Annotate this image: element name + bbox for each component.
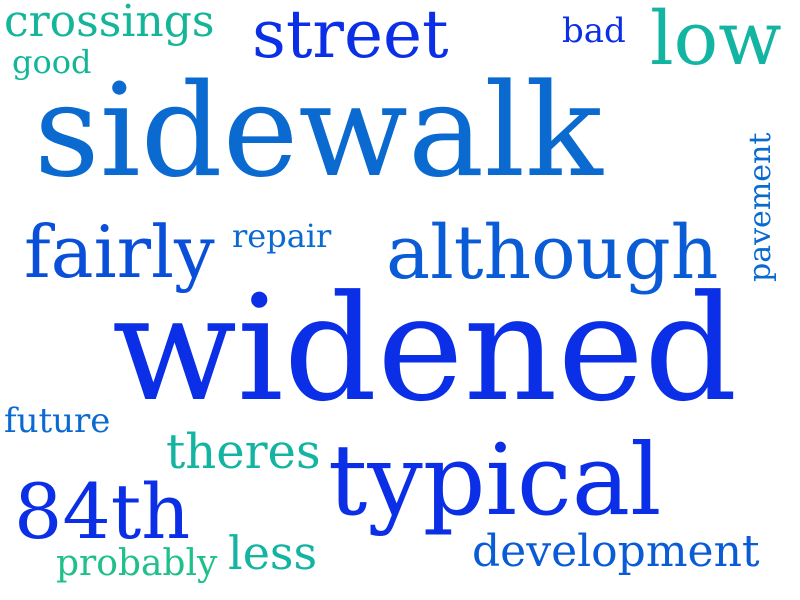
word-less: less: [228, 526, 318, 580]
word-development: development: [472, 526, 760, 577]
word-repair: repair: [232, 217, 332, 255]
word-low: low: [650, 0, 782, 82]
word-bad: bad: [562, 11, 626, 51]
word-good: good: [12, 43, 92, 81]
word-fairly: fairly: [24, 210, 215, 294]
word-crossings: crossings: [4, 0, 215, 47]
word-typical: typical: [328, 424, 662, 538]
word-sidewalk: sidewalk: [34, 57, 603, 206]
word-widened: widened: [112, 264, 738, 434]
word-84th: 84th: [14, 467, 191, 556]
word-although: although: [386, 210, 719, 296]
word-pavement: pavement: [743, 132, 778, 282]
word-probably: probably: [56, 543, 218, 584]
word-future: future: [4, 401, 111, 441]
word-theres: theres: [166, 424, 321, 480]
word-street: street: [252, 0, 449, 73]
